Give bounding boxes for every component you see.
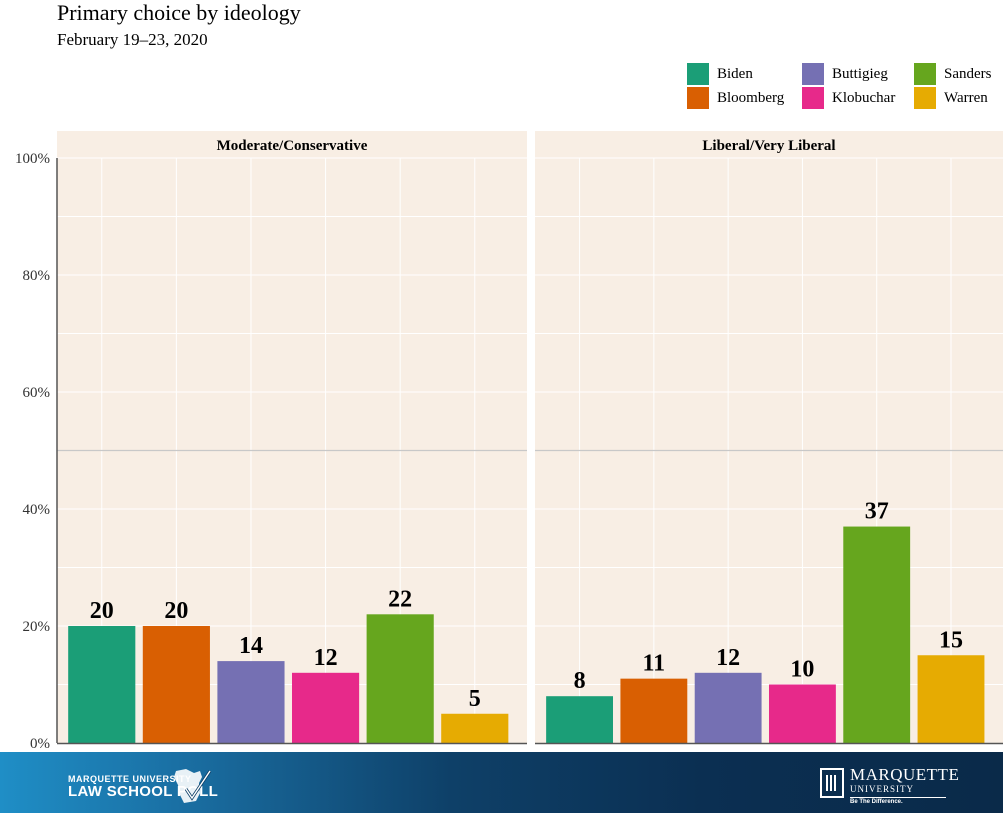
bar-warren bbox=[917, 655, 985, 743]
facet-strip bbox=[535, 131, 1003, 158]
logo-right-sub: UNIVERSITY bbox=[850, 784, 914, 794]
facet-strip-label: Moderate/Conservative bbox=[217, 138, 368, 154]
logo-right-name: MARQUETTE bbox=[850, 765, 960, 784]
legend-label: Bloomberg bbox=[717, 90, 785, 106]
bar-biden bbox=[546, 696, 613, 743]
data-label-bloomberg: 20 bbox=[164, 598, 188, 624]
legend-item-bloomberg: Bloomberg bbox=[687, 87, 784, 109]
data-label-warren: 5 bbox=[469, 686, 481, 712]
legend-swatch bbox=[914, 87, 936, 109]
legend-label: Biden bbox=[717, 66, 753, 82]
bar-warren bbox=[441, 713, 509, 743]
legend-item-klobuchar: Klobuchar bbox=[802, 87, 895, 109]
legend-label: Sanders bbox=[944, 66, 992, 82]
y-tick-label: 0% bbox=[30, 736, 50, 752]
chart-title: Primary choice by ideology bbox=[57, 0, 301, 25]
y-tick-label: 80% bbox=[23, 268, 51, 284]
data-label-klobuchar: 12 bbox=[314, 645, 338, 671]
data-label-buttigieg: 12 bbox=[716, 645, 740, 671]
facet-panel-1: Moderate/Conservative 20 20 14 12 22 5 bbox=[57, 131, 527, 745]
bar-bloomberg bbox=[142, 626, 210, 743]
legend: Biden Bloomberg Buttigieg Klobuchar Sanders W… bbox=[687, 63, 1003, 109]
facet-panel-2: Liberal/Very Liberal 8 11 12 10 37 15 bbox=[535, 131, 1003, 745]
logo-right-tag: Be The Difference. bbox=[850, 799, 903, 805]
data-label-warren: 15 bbox=[939, 627, 963, 653]
legend-swatch bbox=[802, 63, 824, 85]
chart-svg: 0% 20% 40% 60% 80% 100% Moderate/Conservative 2… bbox=[15, 131, 1003, 752]
y-tick-label: 60% bbox=[23, 385, 51, 401]
bar-buttigieg bbox=[217, 661, 285, 743]
bar-klobuchar bbox=[292, 672, 360, 743]
data-label-biden: 20 bbox=[90, 598, 114, 624]
legend-label: Warren bbox=[944, 90, 988, 106]
bar-klobuchar bbox=[769, 684, 836, 743]
legend-item-buttigieg: Buttigieg bbox=[802, 63, 888, 85]
legend-swatch bbox=[802, 87, 824, 109]
legend-swatch bbox=[687, 87, 709, 109]
data-label-sanders: 37 bbox=[865, 499, 889, 525]
crest-icon bbox=[820, 768, 844, 798]
legend-swatch bbox=[914, 63, 936, 85]
legend-label: Buttigieg bbox=[832, 66, 888, 82]
legend-label: Klobuchar bbox=[832, 90, 896, 106]
logo-right-rule bbox=[850, 797, 946, 798]
data-label-klobuchar: 10 bbox=[790, 657, 814, 683]
legend-item-sanders: Sanders bbox=[914, 63, 992, 85]
legend-item-biden: Biden bbox=[687, 63, 753, 85]
data-label-biden: 8 bbox=[574, 668, 586, 694]
bar-bloomberg bbox=[620, 678, 688, 743]
facet-strip-label: Liberal/Very Liberal bbox=[702, 138, 835, 154]
bar-buttigieg bbox=[694, 672, 762, 743]
data-label-bloomberg: 11 bbox=[643, 651, 666, 677]
y-tick-label: 100% bbox=[15, 151, 50, 167]
y-tick-label: 40% bbox=[23, 502, 51, 518]
wisconsin-checkmark-icon bbox=[174, 769, 212, 803]
data-label-sanders: 22 bbox=[388, 586, 412, 612]
legend-swatch bbox=[687, 63, 709, 85]
bar-sanders bbox=[366, 614, 434, 743]
logo-left-line1: MARQUETTE UNIVERSITY bbox=[68, 774, 192, 784]
y-tick-label: 20% bbox=[23, 619, 51, 635]
legend-item-warren: Warren bbox=[914, 87, 988, 109]
chart-subtitle: February 19–23, 2020 bbox=[57, 30, 208, 49]
data-label-buttigieg: 14 bbox=[239, 633, 263, 659]
facet-strip bbox=[57, 131, 527, 158]
bar-biden bbox=[68, 626, 136, 743]
bar-sanders bbox=[843, 526, 911, 743]
